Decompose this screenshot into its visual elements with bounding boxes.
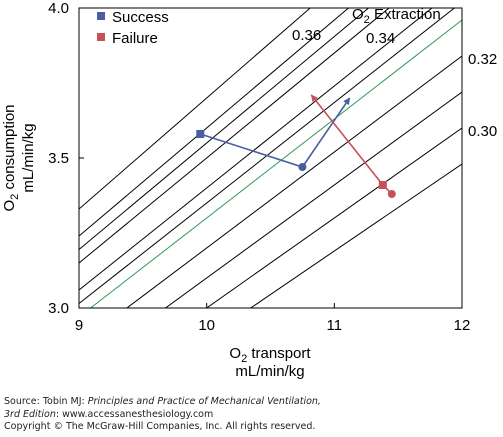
source-line-3: Copyright © The McGraw-Hill Companies, I… xyxy=(4,421,316,432)
chart: 9 10 11 12 3.0 3.5 4.0 0.36 0.34 0.32 0.30 O2 … xyxy=(1,0,497,380)
iso-extraction-lines xyxy=(79,8,462,308)
legend: Success Failure xyxy=(97,9,169,47)
iso-label-0-32: 0.32 xyxy=(468,51,497,68)
source-citation: Source: Tobin MJ: Principles and Practic… xyxy=(4,396,321,434)
iso-title: O2 Extraction xyxy=(352,6,441,26)
x-tick-label-0: 9 xyxy=(75,317,83,334)
point-failure-0 xyxy=(387,190,396,198)
y-axis-units: mL/min/kg xyxy=(20,123,37,192)
iso-labels: 0.36 0.34 0.32 0.30 xyxy=(292,27,497,140)
iso-line-0-31 xyxy=(164,91,462,308)
data-series xyxy=(196,94,396,198)
series-line-failure xyxy=(310,94,393,195)
source-line-2: 3rd Edition: www.accessanesthesiology.co… xyxy=(4,408,214,420)
legend-marker-success xyxy=(97,12,105,20)
point-failure-1 xyxy=(378,181,387,189)
iso-line-0-3 xyxy=(205,127,462,308)
source-line-1: Source: Tobin MJ: Principles and Practic… xyxy=(4,396,321,407)
iso-label-0-30: 0.30 xyxy=(468,123,497,140)
x-axis-units: mL/min/kg xyxy=(235,363,304,380)
point-success-0 xyxy=(196,130,205,138)
x-tick-label-2: 11 xyxy=(327,317,343,334)
iso-label-0-34: 0.34 xyxy=(366,30,395,47)
y-tick-label-0: 3.0 xyxy=(48,300,69,317)
legend-label-success: Success xyxy=(112,9,169,26)
y-tick-label-2: 4.0 xyxy=(48,0,69,17)
iso-line-0-32 xyxy=(126,55,462,308)
iso-line-0-36 xyxy=(79,8,350,237)
iso-label-0-36: 0.36 xyxy=(292,27,321,44)
iso-line-0-33 xyxy=(89,19,462,308)
y-tick-label-1: 3.5 xyxy=(48,150,69,167)
iso-line-0-29 xyxy=(249,163,462,308)
y-axis-label: O2 consumption xyxy=(1,104,21,211)
legend-marker-failure xyxy=(97,33,105,41)
legend-label-failure: Failure xyxy=(112,30,158,47)
x-tick-label-3: 12 xyxy=(454,317,471,334)
axis-ticks: 9 10 11 12 3.0 3.5 4.0 xyxy=(48,0,470,334)
x-axis-label: O2 transport xyxy=(229,345,311,365)
x-tick-label-1: 10 xyxy=(198,317,215,334)
iso-line-0-355 xyxy=(79,8,370,250)
iso-line-0-37 xyxy=(79,8,311,210)
iso-line-0-34 xyxy=(79,8,433,291)
iso-line-0-335 xyxy=(79,8,456,304)
point-success-1 xyxy=(298,163,307,171)
iso-line-0-35 xyxy=(79,8,390,264)
